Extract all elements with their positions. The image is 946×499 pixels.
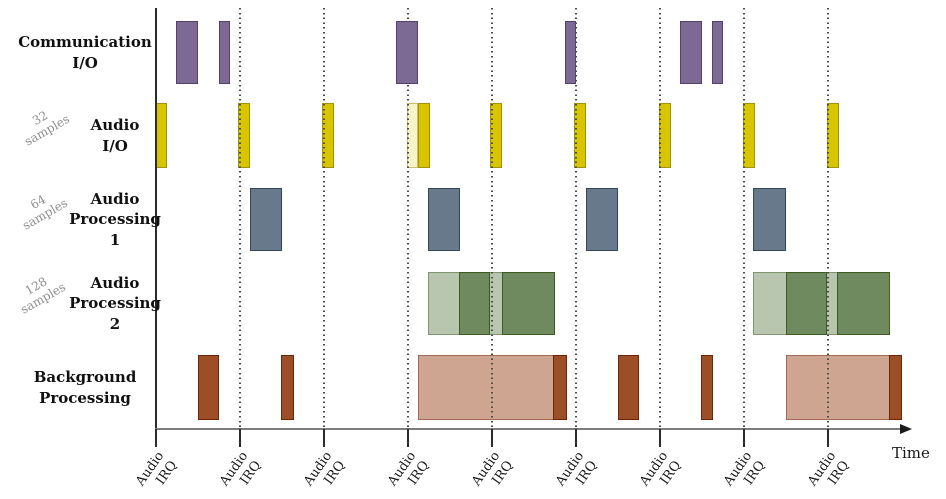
row-label-communication-io: Communication I/O	[18, 33, 152, 72]
bar-audio-processing-2-run	[459, 272, 490, 335]
irq-tick-label: Audio IRQ	[301, 449, 349, 489]
axis-tick	[491, 429, 493, 447]
irq-gridline	[575, 8, 577, 428]
bar-audio-processing-2-run	[786, 272, 827, 335]
irq-gridline	[323, 8, 325, 428]
row-label-audio-io: Audio I/O	[90, 116, 140, 155]
bar-audio-io-run	[418, 103, 430, 168]
x-axis-line	[155, 428, 903, 430]
irq-gridline	[239, 8, 241, 428]
irq-tick-label: Audio IRQ	[721, 449, 769, 489]
irq-tick-label: Audio IRQ	[385, 449, 433, 489]
bar-audio-io-run	[827, 103, 839, 168]
irq-tick-label: Audio IRQ	[805, 449, 853, 489]
irq-tick-label: Audio IRQ	[637, 449, 685, 489]
irq-tick-label: Audio IRQ	[469, 449, 517, 489]
irq-gridline	[743, 8, 745, 428]
bar-audio-io-run	[659, 103, 671, 168]
axis-tick	[239, 429, 241, 447]
bar-communication-io-run	[219, 21, 230, 84]
row-label-background-processing: Background Processing	[33, 368, 137, 407]
row-label-audio-processing-1: Audio Processing 1	[69, 190, 161, 249]
axis-tick	[575, 429, 577, 447]
bar-audio-processing-1-run	[753, 188, 786, 251]
row-label-audio-processing-2: Audio Processing 2	[69, 274, 161, 333]
axis-tick	[827, 429, 829, 447]
irq-gridline	[407, 8, 409, 428]
x-axis-arrow-icon	[900, 424, 912, 434]
bar-audio-io-ghost	[407, 103, 418, 168]
bar-audio-io-run	[322, 103, 334, 168]
bar-background-processing-run	[889, 355, 902, 420]
bar-communication-io-run	[396, 21, 418, 84]
bar-audio-processing-2-run	[502, 272, 555, 335]
y-axis-line	[155, 8, 157, 430]
axis-tick	[659, 429, 661, 447]
bar-communication-io-run	[565, 21, 576, 84]
irq-tick-label: Audio IRQ	[553, 449, 601, 489]
bar-background-processing-run	[198, 355, 219, 420]
bar-audio-processing-1-run	[250, 188, 282, 251]
axis-tick	[743, 429, 745, 447]
irq-gridline	[827, 8, 829, 428]
bar-background-processing-wait	[418, 355, 567, 420]
irq-tick-label: Audio IRQ	[217, 449, 265, 489]
bar-audio-io-run	[743, 103, 755, 168]
bar-audio-processing-1-run	[586, 188, 618, 251]
bar-audio-io-run	[574, 103, 586, 168]
bar-communication-io-run	[712, 21, 723, 84]
bar-audio-processing-2-run	[837, 272, 890, 335]
bar-communication-io-run	[680, 21, 702, 84]
bar-background-processing-wait	[786, 355, 902, 420]
bar-audio-processing-1-run	[428, 188, 460, 251]
bar-audio-io-run	[490, 103, 502, 168]
bar-communication-io-run	[176, 21, 198, 84]
bar-audio-io-run	[238, 103, 250, 168]
bar-background-processing-run	[701, 355, 713, 420]
irq-gridline	[659, 8, 661, 428]
bar-background-processing-run	[618, 355, 639, 420]
samples-label-audio-processing-1: 64 samples	[20, 192, 70, 233]
axis-tick	[155, 429, 157, 447]
bar-background-processing-run	[553, 355, 567, 420]
irq-gridline	[491, 8, 493, 428]
axis-tick	[407, 429, 409, 447]
irq-tick-label: Audio IRQ	[133, 449, 181, 489]
samples-label-audio-io: 32 samples	[22, 108, 72, 149]
time-axis-label: Time	[892, 444, 930, 462]
bar-background-processing-run	[281, 355, 294, 420]
axis-tick	[323, 429, 325, 447]
samples-label-audio-processing-2: 128 samples	[18, 274, 68, 317]
